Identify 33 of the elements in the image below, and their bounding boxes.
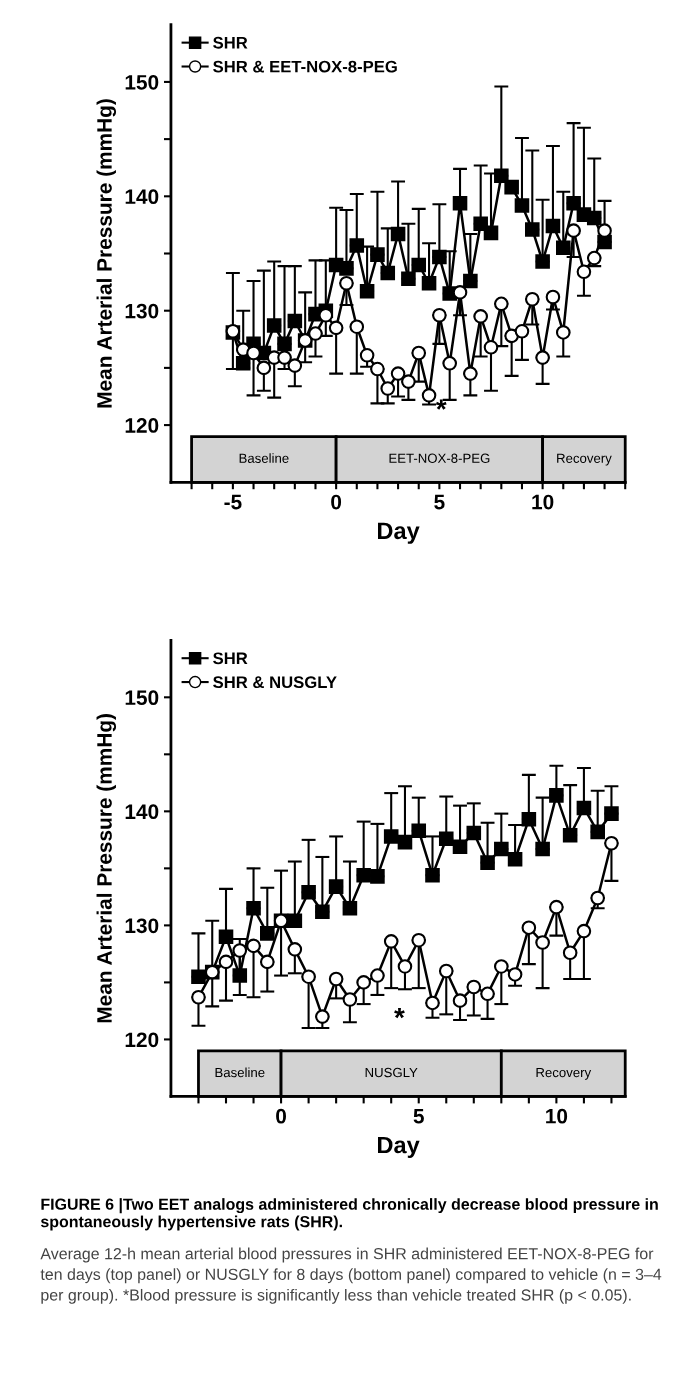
y-tick-label: 130	[125, 303, 159, 319]
annotation: *	[435, 399, 447, 410]
band-label: Recovery	[536, 1067, 592, 1080]
band-label: EET-NOX-8-PEG	[389, 453, 490, 463]
text: Average 12-h mean arterial blood pressures in SHR administered EET-NOX-8-PEG for ten days (top panel) or NUSGLY for 8 days (bottom panel) compared to vehicle (n = 3–4 per group). *Blood pressure is significantly less than vehicle treated SHR (p < 0.05).	[40, 1247, 662, 1304]
y-tick-label: 140	[125, 804, 159, 820]
x-tick-label: 0	[276, 1108, 287, 1124]
y-tick-label: 140	[125, 189, 159, 205]
band-label: NUSGLY	[365, 1067, 418, 1078]
legend-label: SHR & EET-NOX-8-PEG	[213, 60, 397, 73]
y-axis-title: Mean Arterial Pressure (mmHg)	[96, 714, 117, 1023]
y-tick-label: 150	[125, 690, 159, 706]
x-tick-label: 10	[546, 1108, 568, 1124]
x-tick-label: 5	[434, 494, 445, 510]
y-tick-label: 150	[125, 74, 159, 90]
x-tick-label: 0	[331, 494, 342, 510]
x-axis-title: Day	[378, 522, 420, 544]
annotation: *	[394, 1007, 405, 1019]
y-axis-title: Mean Arterial Pressure (mmHg)	[96, 99, 117, 408]
x-tick-label: 5	[413, 1109, 424, 1124]
band-label: Baseline	[215, 1067, 265, 1078]
x-axis-title: Day	[378, 1136, 420, 1159]
legend-label: SHR	[213, 36, 248, 49]
y-tick-label: 120	[125, 1032, 159, 1048]
y-tick-label: 120	[125, 418, 159, 433]
caption: FIGURE 6 |Two EET analogs administered chronically decrease blood pressure in spontaneously hypertensive rats (SHR).	[40, 1198, 658, 1231]
band-label: Recovery	[557, 453, 612, 466]
y-tick-label: 130	[125, 918, 159, 934]
legend-label: SHR & NUSGLY	[213, 676, 337, 689]
x-tick-label: -5	[224, 494, 242, 510]
legend-label: SHR	[213, 652, 248, 665]
band-label: Baseline	[239, 453, 289, 463]
x-tick-label: 10	[532, 494, 554, 510]
